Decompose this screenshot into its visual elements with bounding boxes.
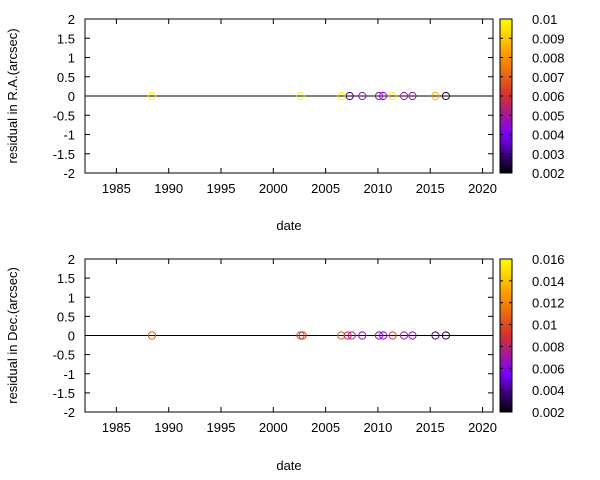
x-tick-label: 2005 [311, 181, 340, 196]
y-tick-label: -0.5 [53, 348, 75, 363]
data-point [379, 91, 388, 101]
y-tick-label: 0 [68, 89, 75, 104]
y-tick-label: 0 [68, 329, 75, 344]
y-axis-label: residual in Dec.(arcsec) [5, 267, 20, 404]
y-tick-label: 1.5 [57, 31, 75, 46]
data-point [399, 91, 409, 101]
x-tick-label: 2010 [363, 420, 392, 435]
data-point [408, 331, 417, 340]
colorbar-tick-label: 0.016 [532, 252, 565, 267]
data-point [441, 331, 451, 340]
x-tick-label: 2005 [311, 420, 340, 435]
data-point [374, 91, 384, 101]
data-point [296, 331, 305, 340]
x-tick-label: 2015 [416, 181, 445, 196]
data-point [358, 91, 367, 101]
chart-panel-2: 1985 1990 1995 2000 2005 2010 2015 2020 2 1.5 1 0.5… [5, 252, 565, 473]
chart-panel-1: 1985 1990 1995 2000 2005 2010 2015 2020 2 1.5 1 0.5… [5, 12, 565, 233]
data-point [337, 331, 346, 340]
data-point [379, 331, 388, 340]
data-point [298, 331, 307, 340]
data-point [345, 91, 354, 101]
x-tick-label: 1990 [154, 181, 183, 196]
x-tick-label: 2015 [416, 420, 445, 435]
x-tick-label: 1985 [102, 181, 131, 196]
x-tick-label: 1995 [207, 181, 236, 196]
x-tick-label: 1990 [154, 420, 183, 435]
data-point [337, 91, 346, 101]
data-point [147, 331, 157, 340]
y-tick-label: -1 [63, 367, 75, 382]
data-point [431, 331, 440, 340]
colorbar-tick-label: 0.004 [532, 128, 565, 143]
colorbar-tick-label: 0.006 [532, 89, 565, 104]
y-tick-label: -1.5 [53, 147, 75, 162]
data-point [296, 91, 305, 101]
x-tick-label: 2020 [468, 420, 497, 435]
y-tick-label: -2 [63, 166, 75, 181]
data-point [388, 331, 397, 340]
y-tick-label: 1 [68, 290, 75, 305]
x-tick-label: 2000 [259, 181, 288, 196]
y-tick-label: -1.5 [53, 386, 75, 401]
colorbar-tick-label: 0.01 [532, 318, 557, 333]
x-tick-label: 1985 [102, 420, 131, 435]
data-point [358, 331, 367, 340]
data-point [399, 331, 409, 340]
y-tick-label: 0.5 [57, 70, 75, 85]
x-tick-label: 2020 [468, 181, 497, 196]
colorbar-tick-label: 0.003 [532, 147, 565, 162]
y-tick-label: 1 [68, 51, 75, 66]
data-point [408, 91, 417, 101]
x-axis-label: date [276, 218, 301, 233]
colorbar-tick-label: 0.005 [532, 108, 565, 123]
x-tick-label: 2000 [259, 420, 288, 435]
data-point [147, 91, 157, 101]
y-tick-label: 0.5 [57, 309, 75, 324]
colorbar [499, 258, 513, 413]
colorbar-tick-label: 0.014 [532, 274, 565, 289]
y-tick-label: 2 [68, 252, 75, 267]
colorbar-tick-label: 0.004 [532, 383, 565, 398]
data-point [431, 91, 440, 101]
colorbar-tick-label: 0.01 [532, 12, 557, 27]
y-tick-label: -2 [63, 405, 75, 420]
colorbar-tick-label: 0.002 [532, 405, 565, 420]
colorbar-tick-label: 0.002 [532, 166, 565, 181]
data-point [388, 91, 397, 101]
colorbar-tick-label: 0.009 [532, 31, 565, 46]
x-tick-label: 1995 [207, 420, 236, 435]
x-tick-label: 2010 [363, 181, 392, 196]
y-tick-label: -0.5 [53, 108, 75, 123]
x-axis-label: date [276, 458, 301, 473]
colorbar-tick-label: 0.007 [532, 70, 565, 85]
colorbar-tick-label: 0.008 [532, 51, 565, 66]
data-point [347, 331, 356, 340]
colorbar-tick-label: 0.012 [532, 296, 565, 311]
y-tick-label: 2 [68, 12, 75, 27]
data-point [343, 331, 352, 340]
data-point [374, 331, 384, 340]
colorbar-tick-label: 0.006 [532, 361, 565, 376]
colorbar-tick-label: 0.008 [532, 339, 565, 354]
y-tick-label: -1 [63, 128, 75, 143]
y-axis-label: residual in R.A.(arcsec) [5, 28, 20, 163]
y-tick-label: 1.5 [57, 271, 75, 286]
data-point [441, 91, 451, 101]
